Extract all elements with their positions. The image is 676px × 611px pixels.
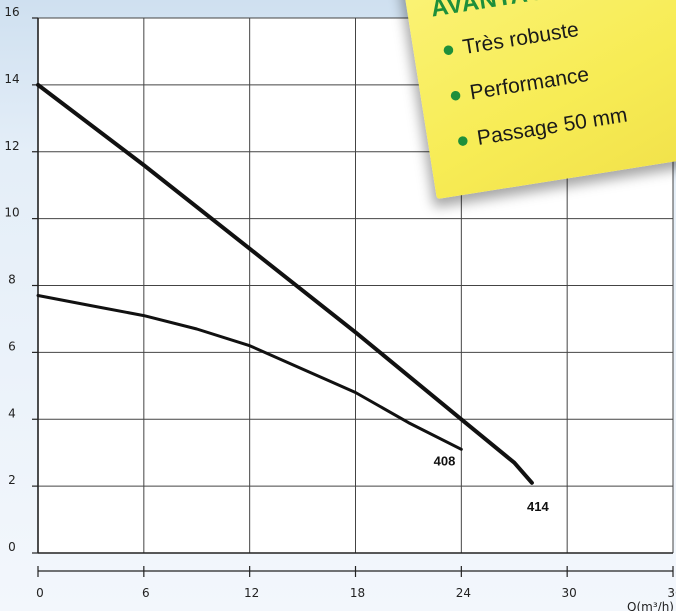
- x-tick-label: 24: [456, 586, 471, 600]
- series-line-408: [36, 294, 463, 451]
- chart-axes: [32, 17, 674, 577]
- x-tick-label: 36: [667, 586, 676, 600]
- y-tick-label: 14: [4, 72, 19, 86]
- advantages-item-text: Très robuste: [461, 17, 581, 60]
- series-label-414: 414: [527, 499, 549, 514]
- x-tick-label: 0: [36, 586, 44, 600]
- y-tick-label: 2: [8, 473, 16, 487]
- x-tick-label: 6: [142, 586, 150, 600]
- bullet-icon: ●: [446, 81, 464, 108]
- y-tick-label: 0: [8, 540, 16, 554]
- y-tick-label: 12: [4, 139, 19, 153]
- x-tick-label: 30: [562, 586, 577, 600]
- chart-series: [36, 82, 534, 485]
- bullet-icon: ●: [454, 126, 472, 154]
- bullet-icon: ●: [439, 35, 457, 63]
- advantages-list: ● Très robuste ● Performance ● Passage 50 m…: [440, 10, 633, 173]
- y-tick-label: 6: [8, 339, 16, 353]
- x-tick-label: 18: [350, 586, 365, 600]
- y-tick-label: 4: [8, 406, 16, 420]
- series-line-414: [36, 82, 534, 485]
- series-label-408: 408: [434, 453, 456, 468]
- x-axis-label: Q(m³/h): [627, 600, 674, 611]
- y-tick-label: 8: [8, 273, 16, 287]
- y-tick-label: 16: [4, 5, 19, 19]
- x-tick-label: 12: [244, 586, 259, 600]
- y-tick-label: 10: [4, 206, 19, 220]
